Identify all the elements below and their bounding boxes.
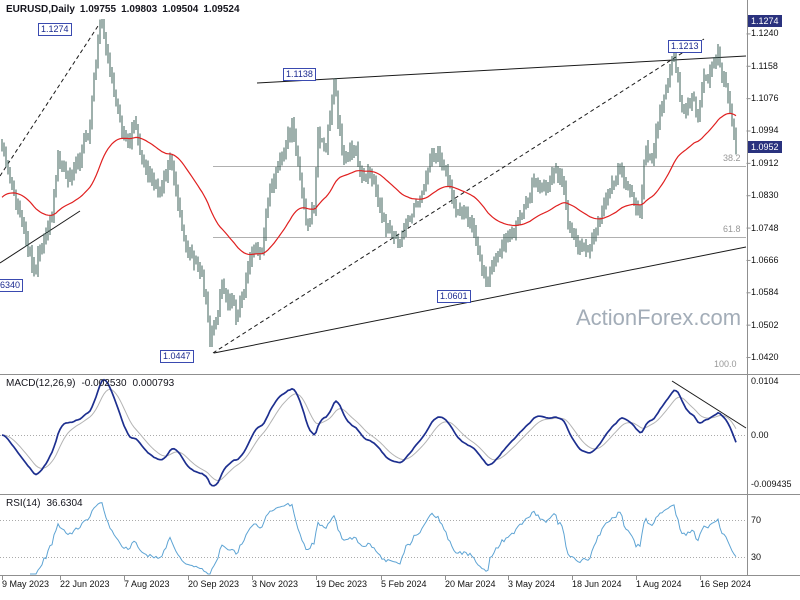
symbol-timeframe-label: EURUSD,Daily — [6, 4, 75, 15]
ohlc-low: 1.09504 — [162, 4, 199, 15]
price-tag: 1.1274 — [38, 23, 72, 36]
price-tag: 1.0601 — [437, 290, 471, 303]
price-axis-label: 1.0912 — [751, 157, 779, 168]
rsi-pane-title: RSI(14) 36.6304 — [6, 498, 89, 509]
ohlc-high: 1.09803 — [121, 4, 158, 15]
rsi-name: RSI(14) — [6, 498, 41, 509]
price-axis-label: 1.0420 — [751, 352, 779, 363]
price-axis-label: 1.1076 — [751, 93, 779, 104]
price-axis-label: 1.0502 — [751, 319, 779, 330]
watermark: ActionForex.com — [576, 305, 742, 330]
macd-axis-label: 0.00 — [751, 430, 769, 440]
date-axis-label: 3 Nov 2023 — [252, 579, 299, 589]
price-axis-highlight: 1.1274 — [748, 15, 782, 27]
ohlc-close: 1.09524 — [203, 4, 240, 15]
date-axis-label: 20 Sep 2023 — [188, 579, 240, 589]
date-axis-label: 9 May 2023 — [2, 579, 50, 589]
rsi-value: 36.6304 — [46, 498, 83, 509]
price-tag: 6340 — [0, 279, 24, 292]
macd-axis-label: -0.009435 — [751, 479, 792, 489]
ohlc-open: 1.09755 — [79, 4, 117, 15]
date-axis-label: 22 Jun 2023 — [60, 579, 110, 589]
rsi-axis-label: 70 — [751, 515, 762, 525]
date-axis-label: 3 May 2024 — [508, 579, 556, 589]
date-axis-label: 19 Dec 2023 — [316, 579, 368, 589]
fib-level-label: 38.2 — [723, 153, 741, 163]
price-tag: 1.1213 — [668, 40, 702, 53]
fib-level-label: 100.0 — [714, 359, 737, 369]
macd-pane-title: MACD(12,26,9) -0.002530 0.000793 — [6, 378, 180, 389]
price-axis-highlight: 1.0952 — [748, 141, 782, 153]
fib-level-label: 61.8 — [723, 224, 741, 234]
symbol-ohlc-line: EURUSD,Daily 1.09755 1.09803 1.09504 1.09524 — [6, 4, 245, 15]
price-axis-label: 1.0748 — [751, 222, 779, 233]
date-axis-label: 1 Aug 2024 — [636, 579, 682, 589]
macd-value-signal: 0.000793 — [132, 378, 175, 389]
date-axis-label: 18 Jun 2024 — [572, 579, 622, 589]
macd-value-main: -0.002530 — [81, 378, 127, 389]
price-axis-label: 1.0666 — [751, 254, 779, 265]
price-axis-label: 1.0584 — [751, 287, 779, 298]
price-axis-label: 1.0830 — [751, 190, 779, 201]
date-axis-label: 7 Aug 2023 — [124, 579, 170, 589]
price-tag: 1.1138 — [283, 68, 316, 81]
date-axis-label: 20 Mar 2024 — [445, 579, 496, 589]
rsi-axis-label: 30 — [751, 552, 762, 562]
price-axis-label: 1.0994 — [751, 125, 779, 136]
macd-name: MACD(12,26,9) — [6, 378, 76, 389]
macd-axis-label: 0.0104 — [751, 376, 779, 386]
price-axis-label: 1.1240 — [751, 28, 779, 39]
price-axis-label: 1.1158 — [751, 60, 778, 71]
date-axis-label: 16 Sep 2024 — [700, 579, 752, 589]
price-tag: 1.0447 — [160, 350, 194, 363]
date-axis-label: 5 Feb 2024 — [381, 579, 427, 589]
